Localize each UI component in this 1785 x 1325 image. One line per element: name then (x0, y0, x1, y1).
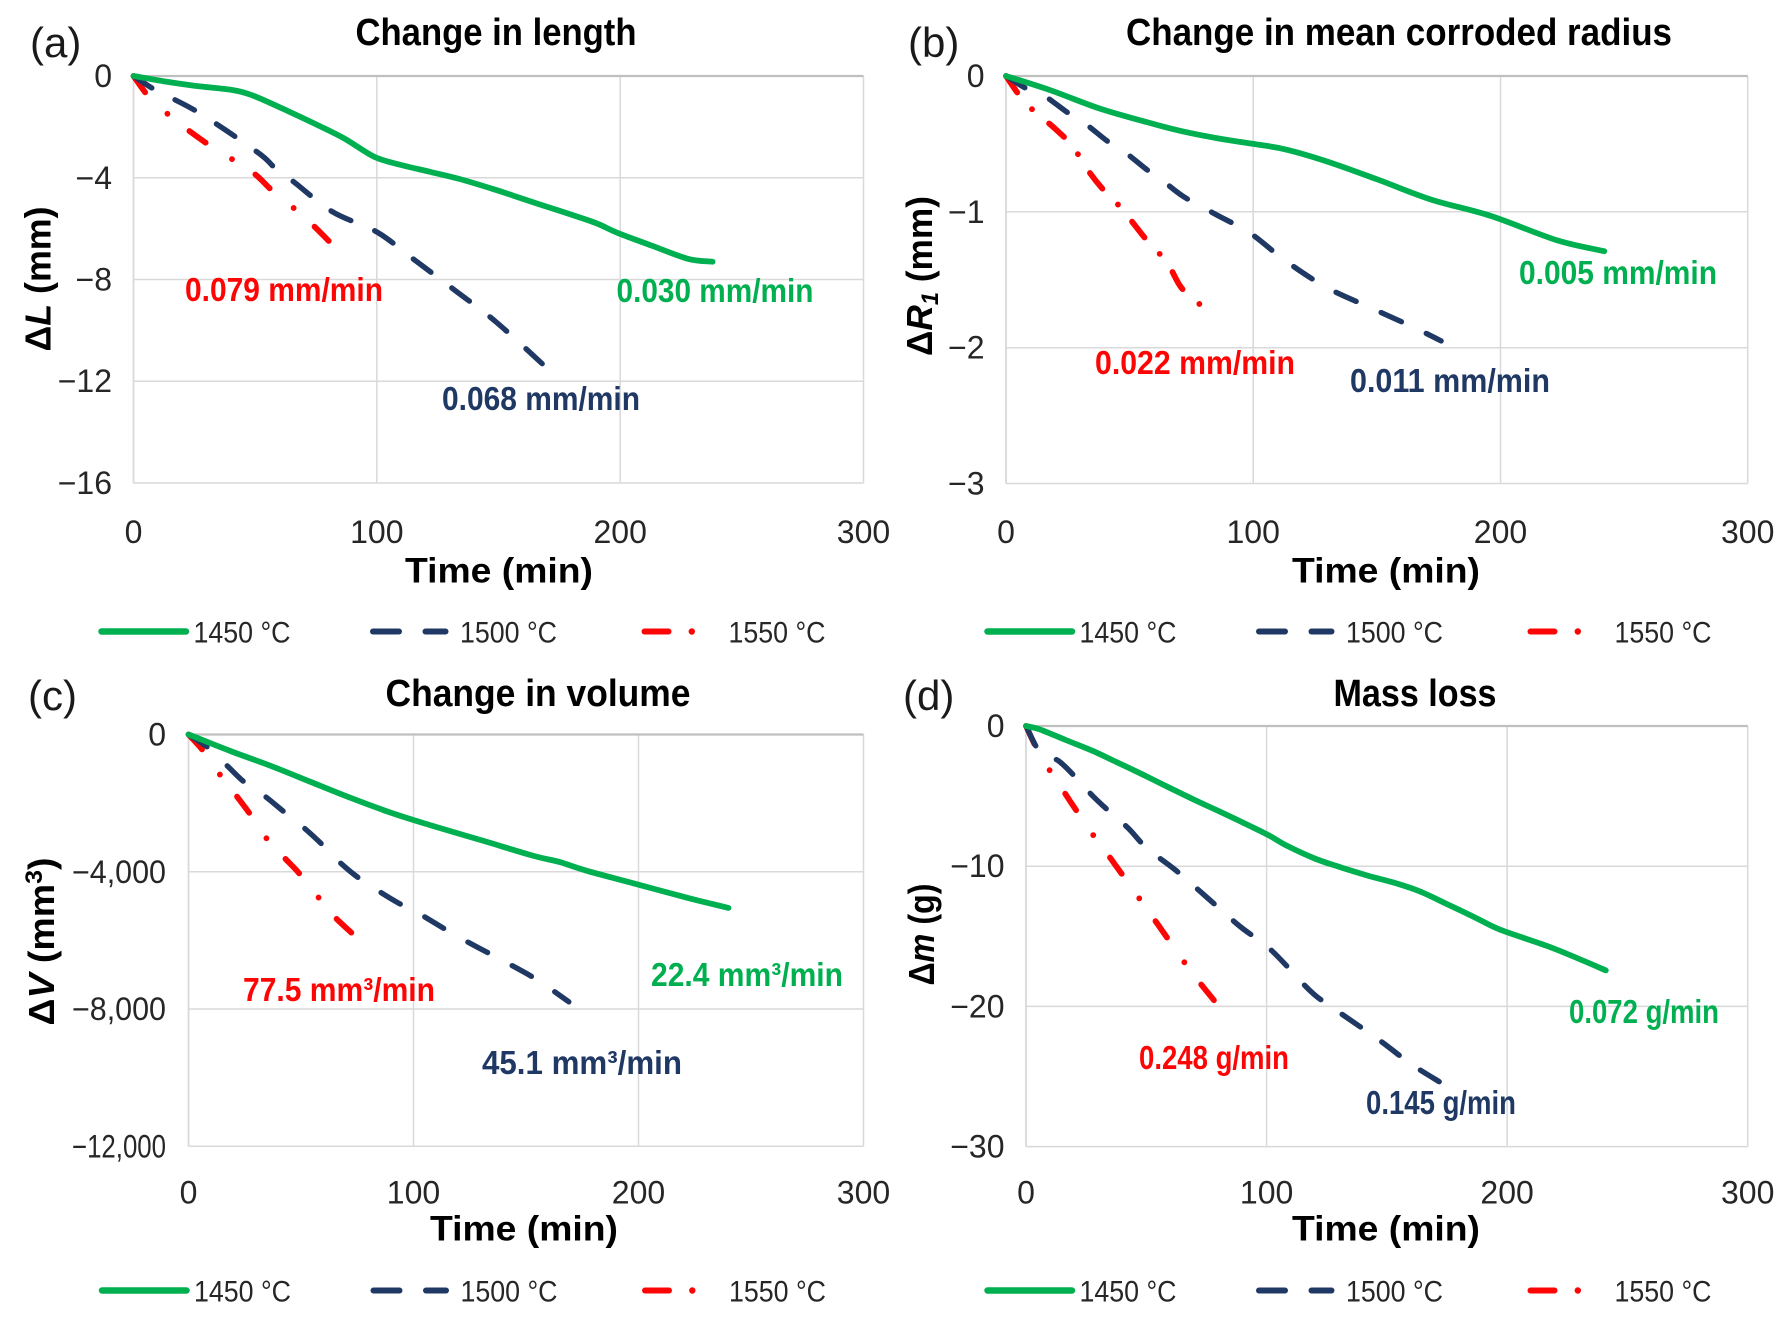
svg-text:−20: −20 (950, 988, 1004, 1024)
svg-text:300: 300 (1721, 514, 1774, 550)
svg-text:0: 0 (967, 58, 985, 94)
svg-text:Change in volume: Change in volume (386, 673, 691, 715)
svg-text:0.079 mm/min: 0.079 mm/min (185, 271, 383, 308)
svg-text:−30: −30 (950, 1129, 1004, 1165)
svg-text:−2: −2 (948, 330, 984, 366)
svg-text:1550 °C: 1550 °C (1615, 1276, 1712, 1309)
svg-text:200: 200 (594, 514, 647, 550)
svg-text:0: 0 (94, 58, 112, 94)
svg-text:1550 °C: 1550 °C (1615, 617, 1712, 650)
svg-text:ΔR1 (mm): ΔR1 (mm) (899, 196, 944, 356)
svg-text:Time (min): Time (min) (1292, 1210, 1480, 1249)
svg-text:−8: −8 (76, 262, 112, 298)
svg-text:0.030 mm/min: 0.030 mm/min (617, 272, 814, 309)
svg-text:0: 0 (987, 708, 1005, 744)
svg-text:ΔL (mm): ΔL (mm) (18, 207, 59, 352)
svg-text:(a): (a) (30, 19, 81, 66)
svg-text:0: 0 (125, 514, 143, 550)
svg-text:0: 0 (148, 717, 166, 753)
svg-text:0.005 mm/min: 0.005 mm/min (1519, 254, 1717, 291)
svg-text:−4: −4 (76, 160, 112, 196)
svg-text:0: 0 (1017, 1175, 1035, 1211)
svg-text:−10: −10 (950, 848, 1004, 884)
svg-text:−3: −3 (948, 466, 984, 502)
svg-text:1550 °C: 1550 °C (729, 617, 826, 650)
svg-text:Time (min): Time (min) (405, 552, 593, 591)
svg-text:45.1 mm³/min: 45.1 mm³/min (482, 1044, 682, 1081)
svg-text:Change in mean corroded radius: Change in mean corroded radius (1126, 12, 1672, 54)
svg-text:0: 0 (180, 1175, 198, 1211)
svg-text:(b): (b) (908, 19, 959, 66)
svg-text:300: 300 (837, 514, 890, 550)
svg-text:300: 300 (837, 1175, 890, 1211)
svg-text:0.072 g/min: 0.072 g/min (1569, 993, 1719, 1030)
svg-text:0.145 g/min: 0.145 g/min (1366, 1084, 1516, 1121)
svg-text:100: 100 (387, 1175, 440, 1211)
svg-text:0.011 mm/min: 0.011 mm/min (1350, 362, 1550, 399)
svg-text:100: 100 (350, 514, 403, 550)
svg-text:(c): (c) (28, 672, 77, 719)
svg-text:0.068 mm/min: 0.068 mm/min (442, 380, 640, 417)
svg-text:−16: −16 (58, 465, 112, 501)
svg-text:Time (min): Time (min) (430, 1210, 618, 1249)
svg-text:−4,000: −4,000 (72, 854, 166, 890)
svg-text:1500 °C: 1500 °C (1346, 1276, 1443, 1309)
svg-text:1450 °C: 1450 °C (1080, 617, 1177, 650)
svg-text:0.022 mm/min: 0.022 mm/min (1095, 344, 1295, 381)
svg-text:100: 100 (1240, 1175, 1293, 1211)
svg-text:−12,000: −12,000 (72, 1128, 166, 1164)
svg-text:0: 0 (997, 514, 1015, 550)
svg-text:0.248 g/min: 0.248 g/min (1139, 1039, 1289, 1076)
svg-text:(d): (d) (903, 672, 954, 719)
svg-text:Change in length: Change in length (356, 12, 637, 54)
svg-text:1500 °C: 1500 °C (1346, 617, 1443, 650)
svg-text:100: 100 (1227, 514, 1280, 550)
svg-text:−8,000: −8,000 (72, 991, 166, 1027)
svg-text:1550 °C: 1550 °C (729, 1276, 826, 1309)
svg-text:200: 200 (1480, 1175, 1533, 1211)
svg-text:200: 200 (1474, 514, 1527, 550)
svg-text:1450 °C: 1450 °C (194, 1276, 291, 1309)
svg-text:Δm (g): Δm (g) (901, 884, 942, 986)
svg-text:77.5 mm³/min: 77.5 mm³/min (243, 971, 435, 1008)
svg-text:ΔV (mm3): ΔV (mm3) (21, 858, 62, 1026)
svg-text:Mass loss: Mass loss (1334, 673, 1497, 715)
svg-text:200: 200 (612, 1175, 665, 1211)
svg-text:−1: −1 (948, 194, 984, 230)
svg-text:1450 °C: 1450 °C (194, 617, 291, 650)
svg-text:Time (min): Time (min) (1292, 552, 1480, 591)
svg-text:−12: −12 (58, 363, 112, 399)
svg-text:300: 300 (1721, 1175, 1774, 1211)
svg-text:1500 °C: 1500 °C (460, 617, 557, 650)
svg-text:1450 °C: 1450 °C (1080, 1276, 1177, 1309)
svg-text:1500 °C: 1500 °C (461, 1276, 558, 1309)
svg-text:22.4 mm³/min: 22.4 mm³/min (651, 956, 843, 993)
